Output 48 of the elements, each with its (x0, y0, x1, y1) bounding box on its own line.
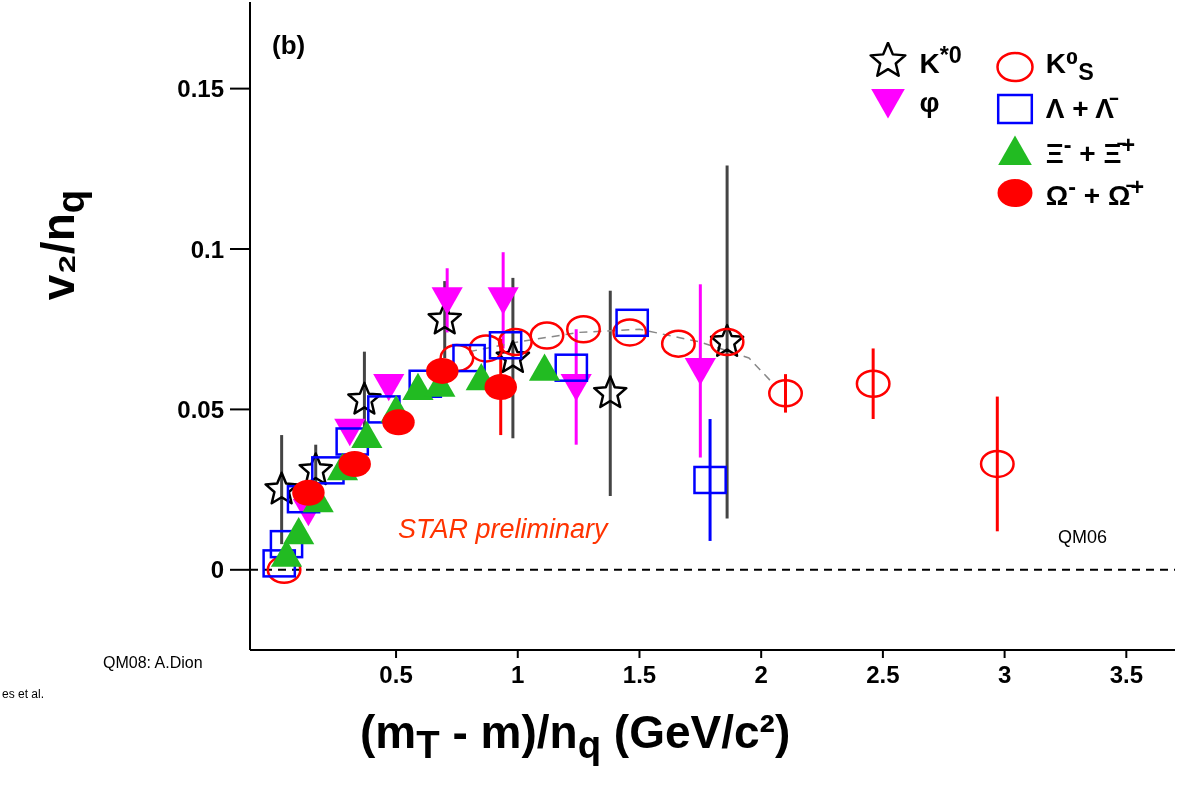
point (426, 357, 459, 384)
point (264, 471, 299, 505)
x-tick-label: 1 (511, 661, 525, 689)
point (402, 372, 434, 400)
x-tick-label: 0.5 (379, 661, 413, 689)
point (373, 373, 405, 402)
y-tick-label: 0.1 (190, 235, 224, 263)
point (382, 409, 415, 436)
y-tick-label: 0.05 (177, 395, 224, 423)
y-tick-label: 0.15 (177, 75, 224, 103)
x-tick-label: 3 (997, 661, 1012, 689)
annotation: (b) (272, 30, 306, 60)
y-tick-label: 0 (210, 556, 224, 584)
x-axis-title: (m$_{T}$ - m)/n$_{q}$ (GeV/c²) (360, 705, 791, 768)
point (565, 314, 601, 344)
annotation: STAR preliminary (398, 514, 608, 544)
point (484, 373, 517, 400)
legend-label: K$^{*0}$ (919, 41, 962, 80)
point (855, 369, 891, 398)
point (684, 357, 716, 386)
point (554, 353, 589, 382)
text: QM08: A.Dion (103, 654, 203, 671)
x-tick-label: 2 (754, 661, 768, 689)
point (497, 327, 533, 357)
legend-label: K⁰$_{S}$ (1045, 48, 1094, 85)
x-tick-label: 1.5 (622, 661, 657, 689)
x-tick-label: 2.5 (866, 661, 900, 689)
point (283, 517, 315, 545)
point (347, 381, 382, 415)
point (768, 379, 804, 408)
point (338, 450, 371, 477)
x-tick-label: 3.5 (1109, 661, 1143, 689)
point (612, 318, 648, 347)
point (529, 321, 565, 350)
point (979, 449, 1015, 479)
point (693, 465, 727, 495)
point (660, 329, 696, 358)
point (615, 308, 650, 338)
point (487, 287, 519, 315)
point (592, 375, 628, 409)
point (431, 287, 463, 315)
point (292, 479, 325, 506)
point (528, 353, 561, 381)
point (488, 331, 523, 360)
point (351, 420, 383, 449)
annotation: QM06 (1058, 527, 1108, 547)
legend-label: φ (919, 87, 940, 118)
text: es et al. (2, 687, 45, 701)
